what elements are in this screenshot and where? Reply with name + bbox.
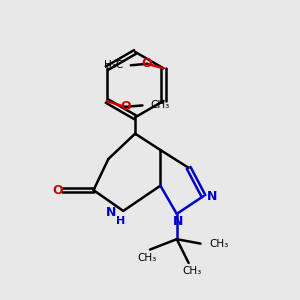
Text: O: O bbox=[52, 184, 63, 196]
Text: CH₃: CH₃ bbox=[182, 266, 201, 276]
Text: N: N bbox=[173, 215, 183, 228]
Text: CH₃: CH₃ bbox=[137, 253, 157, 262]
Text: CH₃: CH₃ bbox=[150, 100, 169, 110]
Text: H₃C: H₃C bbox=[104, 60, 123, 70]
Text: O: O bbox=[141, 57, 152, 70]
Text: N: N bbox=[207, 190, 217, 202]
Text: H: H bbox=[116, 216, 125, 226]
Text: O: O bbox=[120, 100, 130, 113]
Text: N: N bbox=[105, 206, 116, 219]
Text: CH₃: CH₃ bbox=[209, 238, 229, 249]
